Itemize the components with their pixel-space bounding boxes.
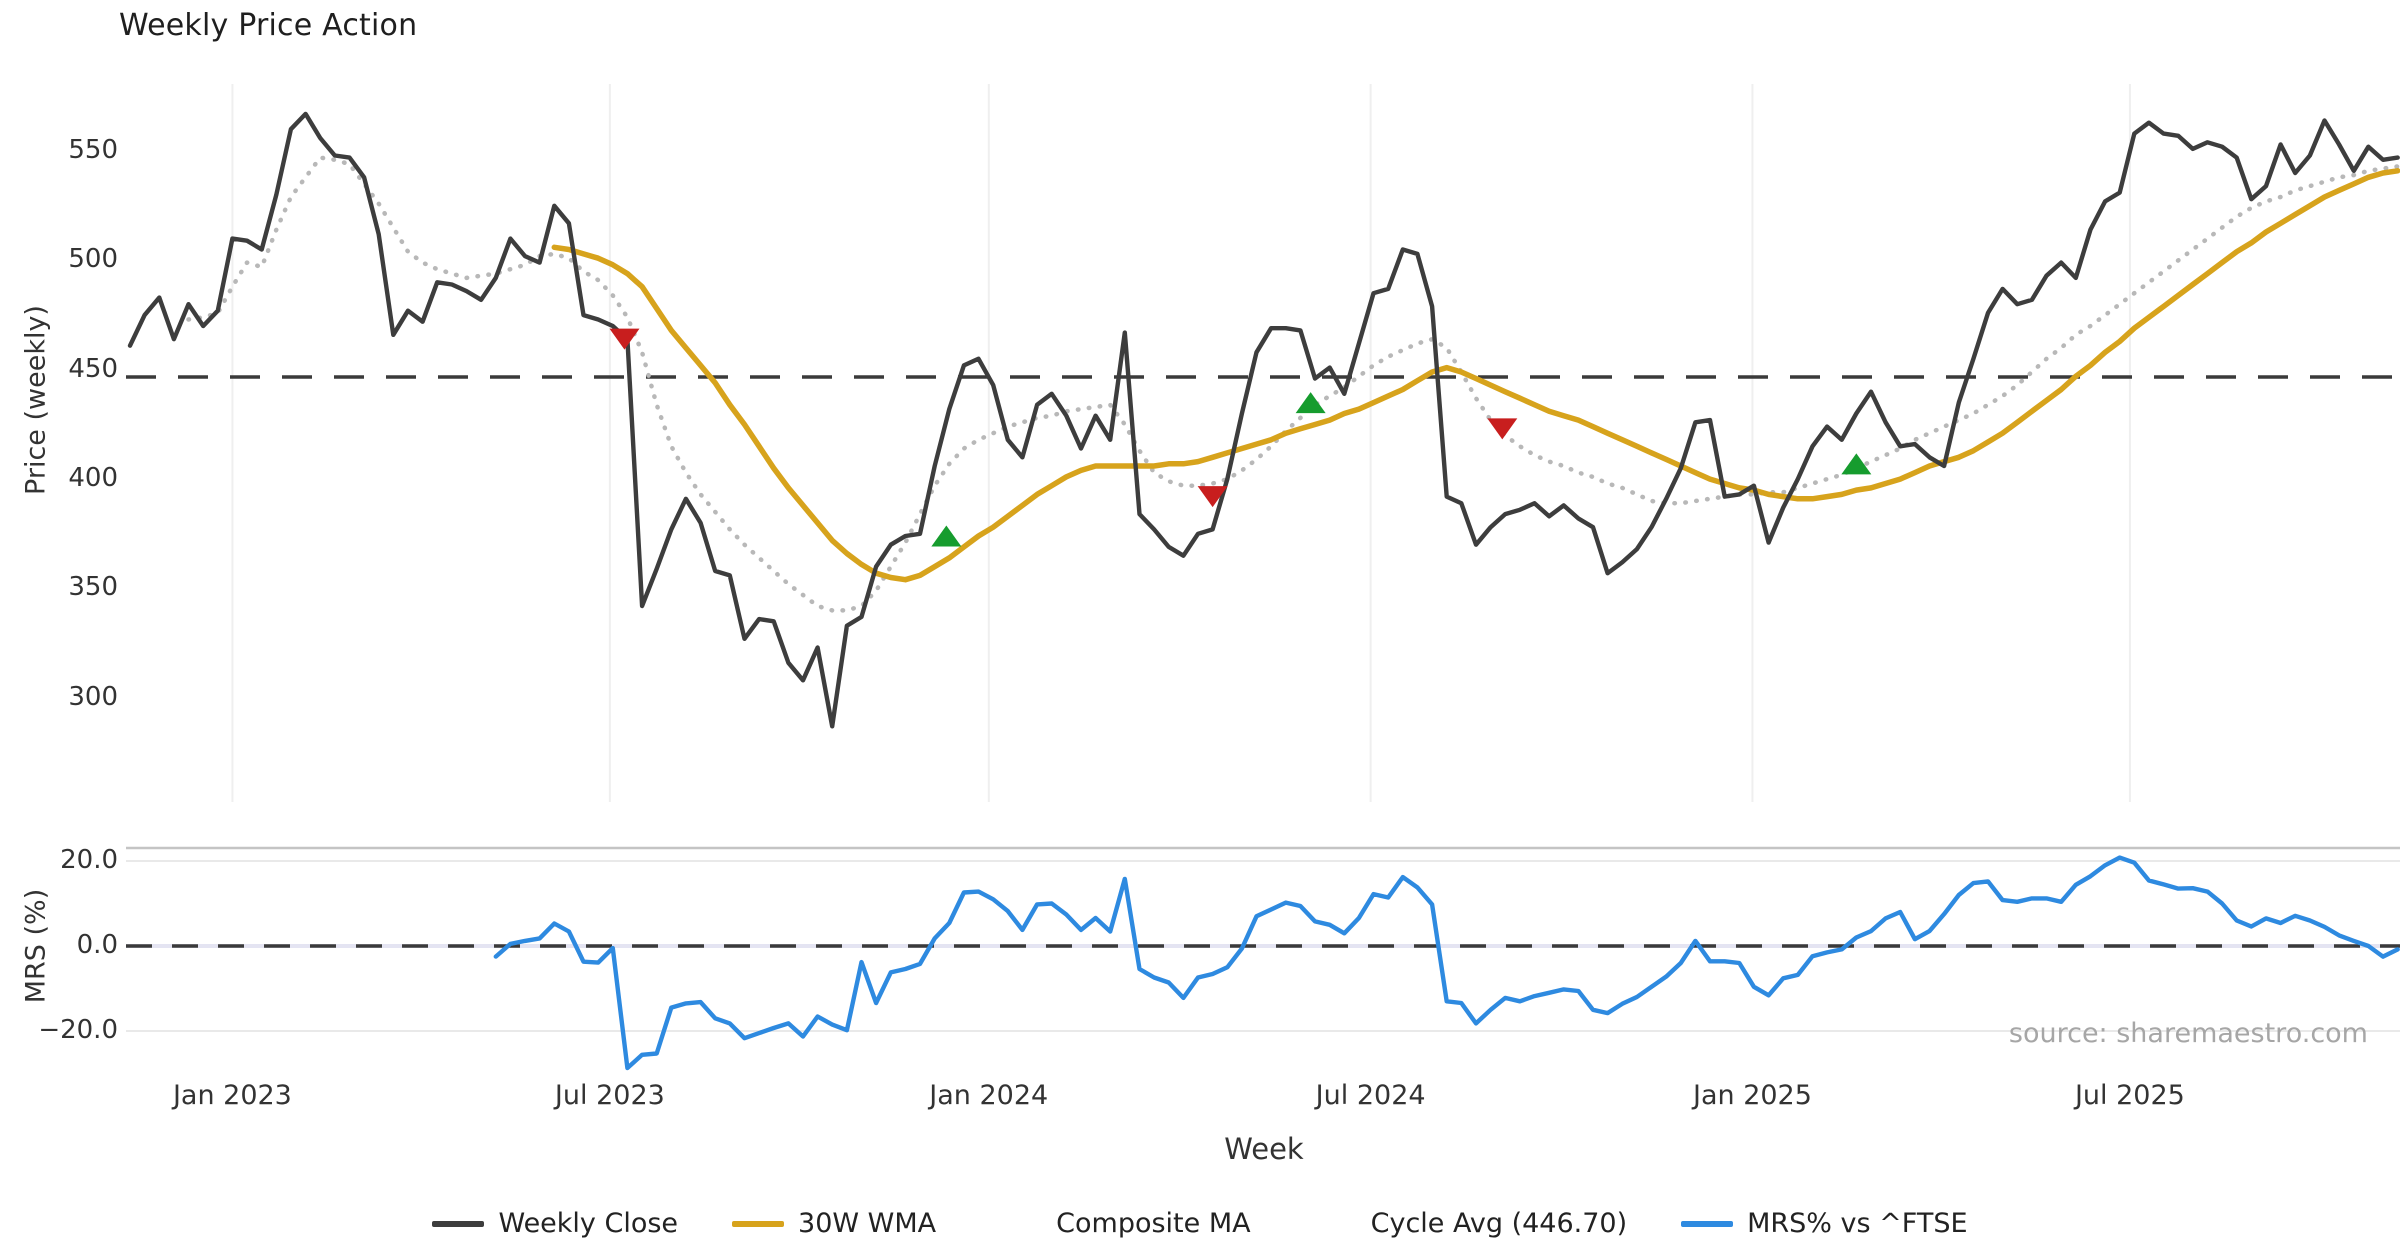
dotted-line-swatch-icon <box>990 1221 1042 1226</box>
legend-item-composite-ma: Composite MA <box>990 1208 1250 1239</box>
legend-label: Weekly Close <box>498 1208 679 1239</box>
legend-label: MRS% vs ^FTSE <box>1747 1208 1968 1239</box>
series-30w-wma <box>551 168 2400 583</box>
solid-line-swatch-icon <box>1681 1220 1734 1227</box>
chart-title: Weekly Price Action <box>119 8 418 43</box>
legend-label: Cycle Avg (446.70) <box>1370 1208 1628 1239</box>
x-tick-label: Jan 2025 <box>1692 1080 1812 1111</box>
x-tick-label: Jul 2023 <box>554 1080 665 1111</box>
buy-signal-marker <box>1841 453 1872 475</box>
sell-signal-marker <box>1197 486 1228 508</box>
x-tick-label: Jan 2023 <box>172 1080 292 1111</box>
price-tick-label: 550 <box>68 135 118 166</box>
mrs-tick-label: −20.0 <box>38 1015 118 1045</box>
price-tick-label: 300 <box>68 681 118 712</box>
buy-signal-marker <box>931 525 962 547</box>
sell-signal-marker <box>1487 418 1518 440</box>
x-tick-label: Jan 2024 <box>929 1080 1049 1111</box>
buy-signal-marker <box>1295 392 1326 414</box>
legend-item-mrs-vs-ftse: MRS% vs ^FTSE <box>1681 1208 1968 1239</box>
legend-item-cycle-avg-446-70-: Cycle Avg (446.70) <box>1305 1208 1628 1239</box>
solid-line-swatch-icon <box>732 1220 785 1227</box>
mrs-tick-label: 20.0 <box>60 845 118 875</box>
legend-label: 30W WMA <box>798 1208 937 1239</box>
legend-label: Composite MA <box>1056 1208 1251 1239</box>
dashed-line-swatch-icon <box>1305 1221 1357 1226</box>
legend-item-30w-wma: 30W WMA <box>732 1208 936 1239</box>
price-tick-label: 400 <box>68 463 118 494</box>
x-tick-label: Jul 2025 <box>2074 1080 2185 1111</box>
x-axis-label: Week <box>1224 1132 1304 1166</box>
series-composite-ma <box>186 155 2400 613</box>
series-weekly-close <box>127 111 2400 729</box>
chart-legend: Weekly Close 30W WMA Composite MA Cycle Avg… <box>0 1208 2400 1239</box>
price-tick-label: 450 <box>68 353 118 384</box>
price-tick-label: 500 <box>68 244 118 275</box>
x-tick-label: Jul 2024 <box>1315 1080 1426 1111</box>
series-mrs-vs-ftse <box>493 855 2400 1071</box>
solid-line-swatch-icon <box>432 1220 485 1227</box>
mrs-tick-label: 0.0 <box>76 930 118 960</box>
source-credit: source: sharemaestro.com <box>2008 1018 2368 1049</box>
legend-item-weekly-close: Weekly Close <box>432 1208 678 1239</box>
sell-signal-marker <box>609 328 640 350</box>
price-tick-label: 350 <box>68 572 118 603</box>
